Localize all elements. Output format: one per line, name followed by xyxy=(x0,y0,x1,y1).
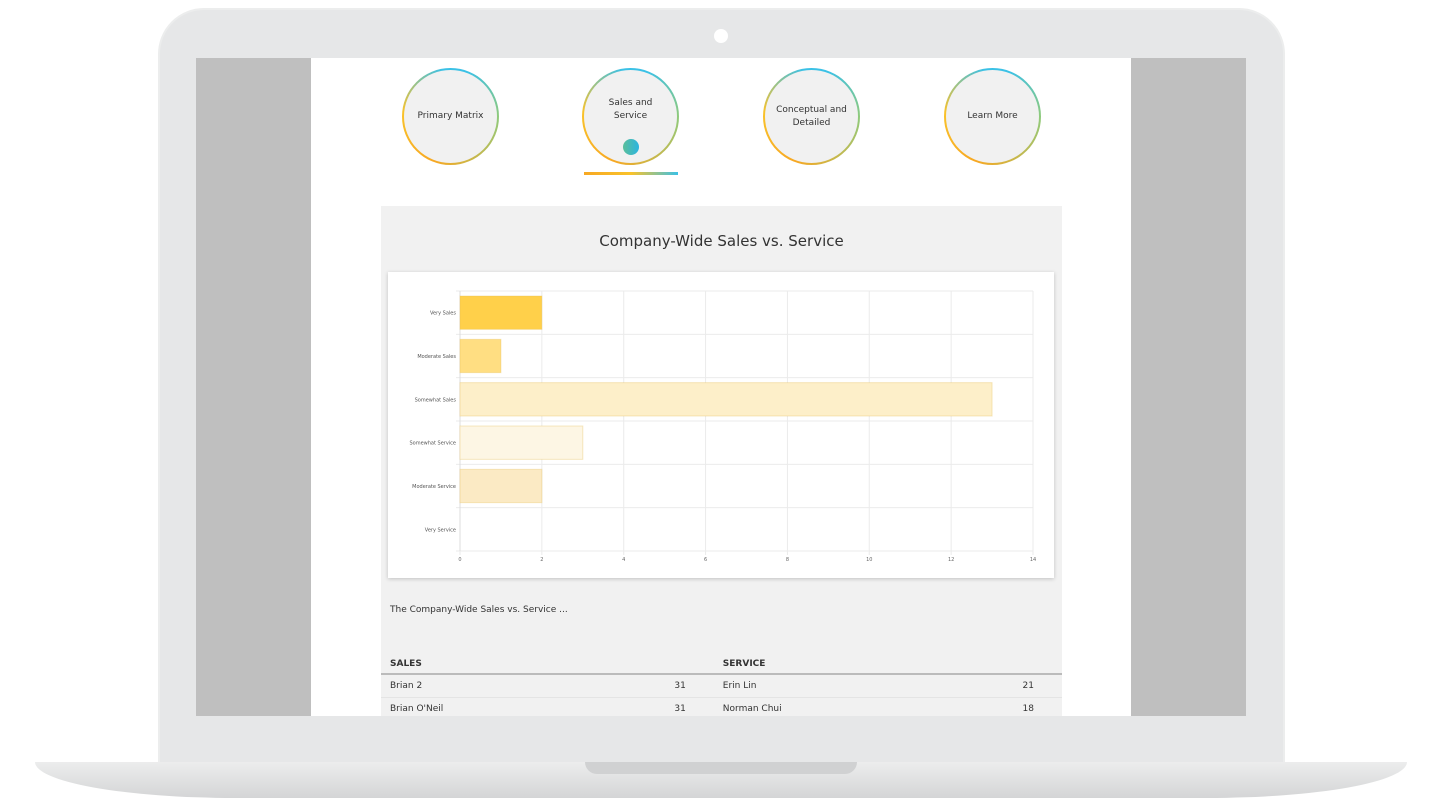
bar xyxy=(459,382,993,417)
x-tick-label: 12 xyxy=(948,557,954,563)
active-indicator-dot xyxy=(623,139,639,155)
sales-name: Brian O'Neil xyxy=(381,697,580,716)
x-tick-label: 10 xyxy=(866,557,872,563)
bar xyxy=(459,468,543,504)
service-name: Erin Lin xyxy=(713,674,928,698)
sales-value: 31 xyxy=(579,674,714,698)
card-description: The Company-Wide Sales vs. Service ... xyxy=(390,605,568,615)
sales-service-table: SALES SERVICE Brian 2 31 Erin Lin 21 Brian … xyxy=(381,654,1062,716)
chart-svg: 0 2 4 6 8 10 12 14 Very Sales Moderate Sales Somew… xyxy=(409,290,1036,563)
y-tick-label: Very Sales xyxy=(430,311,456,317)
x-tick-label: 8 xyxy=(786,557,789,563)
sales-value: 31 xyxy=(579,697,714,716)
service-name: Norman Chui xyxy=(713,697,928,716)
service-value: 21 xyxy=(927,674,1062,698)
sales-name: Brian 2 xyxy=(381,674,580,698)
nav-label: Primary Matrix xyxy=(417,111,484,121)
column-header-blank xyxy=(579,654,714,675)
y-tick-label: Somewhat Service xyxy=(409,441,456,447)
y-tick-label: Very Service xyxy=(425,527,456,533)
service-value: 18 xyxy=(927,697,1062,716)
bar xyxy=(459,295,543,330)
column-header-blank xyxy=(927,654,1062,675)
laptop-notch xyxy=(585,762,857,774)
x-tick-label: 4 xyxy=(622,557,625,563)
nav-label: Learn More xyxy=(967,111,1018,121)
nav-sales-and-service[interactable]: Sales and Service xyxy=(582,68,679,165)
y-tick-label: Moderate Service xyxy=(412,484,456,490)
chart-card: Company-Wide Sales vs. Service 0 2 4 6 8 10 12… xyxy=(381,206,1062,716)
x-tick-label: 0 xyxy=(458,557,461,563)
x-tick-label: 6 xyxy=(704,557,707,563)
x-tick-label: 2 xyxy=(540,557,543,563)
nav-label: Sales and Service xyxy=(608,97,653,121)
active-tab-underline xyxy=(584,172,678,175)
column-header-service: SERVICE xyxy=(713,654,928,675)
camera-icon xyxy=(714,29,728,43)
y-tick-label: Moderate Sales xyxy=(417,354,456,360)
nav-learn-more[interactable]: Learn More xyxy=(944,68,1041,165)
nav-primary-matrix[interactable]: Primary Matrix xyxy=(402,68,499,165)
x-tick-label: 14 xyxy=(1030,557,1036,563)
nav-conceptual-and-detailed[interactable]: Conceptual and Detailed xyxy=(763,68,860,165)
table-row: Brian O'Neil 31 Norman Chui 18 xyxy=(381,697,1062,716)
nav-label: Conceptual and Detailed xyxy=(776,104,847,128)
y-tick-label: Somewhat Sales xyxy=(415,397,457,403)
laptop-screen: Primary Matrix Sales and Service Concept… xyxy=(196,58,1246,716)
bar-chart: 0 2 4 6 8 10 12 14 Very Sales Moderate Sales Somew… xyxy=(388,272,1054,578)
page: Primary Matrix Sales and Service Concept… xyxy=(311,58,1131,716)
bar xyxy=(459,338,502,374)
bar xyxy=(459,425,584,460)
column-header-sales: SALES xyxy=(381,654,580,675)
card-title: Company-Wide Sales vs. Service xyxy=(599,232,844,250)
table-row: Brian 2 31 Erin Lin 21 xyxy=(381,674,1062,698)
